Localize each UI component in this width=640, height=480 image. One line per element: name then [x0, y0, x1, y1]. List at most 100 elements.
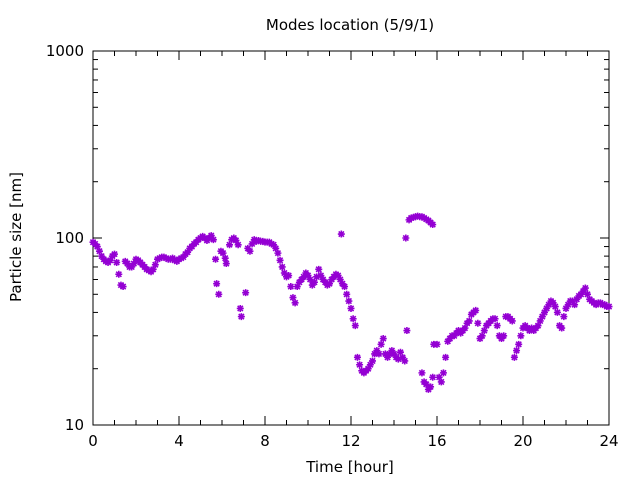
data-point: [246, 247, 254, 255]
data-point: [315, 265, 323, 273]
data-point: [278, 263, 286, 271]
data-point: [396, 348, 404, 356]
data-point: [252, 237, 260, 245]
data-point: [534, 322, 542, 330]
data-point: [130, 260, 138, 268]
data-point: [439, 369, 447, 377]
data-point: [474, 319, 482, 327]
data-point: [379, 335, 387, 343]
data-point: [500, 332, 508, 340]
data-point: [386, 350, 394, 358]
x-tick-label: 4: [174, 432, 184, 450]
data-points: [89, 212, 613, 393]
data-point: [364, 365, 372, 373]
data-point: [213, 280, 221, 288]
data-point: [248, 240, 256, 248]
data-point: [571, 301, 579, 309]
data-point: [212, 255, 220, 263]
y-tick-label: 10: [65, 416, 84, 434]
data-point: [93, 243, 101, 251]
x-tick-label: 24: [599, 432, 618, 450]
data-point: [369, 357, 376, 365]
data-point: [584, 290, 591, 298]
data-point: [293, 283, 301, 291]
data-point: [349, 315, 357, 323]
data-point: [402, 234, 410, 242]
data-point: [558, 324, 566, 332]
data-point: [215, 290, 223, 298]
data-point: [289, 294, 297, 302]
data-point: [461, 324, 469, 332]
data-point: [255, 236, 263, 244]
data-point: [280, 269, 288, 277]
data-point: [285, 272, 293, 280]
data-point: [306, 275, 314, 283]
x-tick-label: 12: [341, 432, 360, 450]
data-point: [267, 240, 275, 248]
data-point: [313, 273, 321, 281]
data-point: [337, 230, 345, 238]
data-point: [513, 347, 521, 355]
data-point: [291, 299, 299, 307]
data-point: [151, 261, 159, 269]
x-tick-label: 16: [427, 432, 446, 450]
data-point: [401, 357, 409, 365]
data-point: [270, 241, 278, 249]
data-point: [399, 353, 407, 361]
data-point: [232, 236, 240, 244]
data-point: [222, 260, 230, 268]
data-point: [366, 361, 374, 369]
data-point: [562, 304, 570, 312]
data-point: [345, 297, 353, 305]
y-tick-label: 1000: [46, 42, 84, 60]
data-point: [577, 290, 585, 298]
data-point: [287, 283, 295, 291]
data-point: [435, 373, 443, 381]
data-point: [373, 347, 381, 355]
data-point: [375, 350, 383, 358]
data-point: [219, 249, 227, 257]
data-point: [491, 315, 499, 323]
data-point: [418, 369, 426, 377]
data-point: [209, 236, 217, 244]
data-point: [276, 256, 284, 264]
data-point: [381, 350, 389, 358]
x-tick-label: 20: [513, 432, 532, 450]
data-point: [517, 332, 525, 340]
data-point: [326, 280, 333, 288]
axis-ticks: 0 4 8 12 16 20 24 10 100 1000: [46, 42, 619, 450]
data-point: [515, 340, 523, 348]
x-tick-label: 8: [260, 432, 270, 450]
data-point: [536, 317, 544, 325]
data-point: [508, 317, 516, 325]
y-axis-label: Particle size [nm]: [7, 172, 25, 302]
data-point: [472, 306, 480, 314]
data-point: [427, 383, 435, 391]
data-point: [341, 283, 349, 291]
x-axis-label: Time [hour]: [305, 458, 394, 476]
data-point: [388, 347, 396, 355]
data-point: [480, 327, 488, 335]
data-point: [259, 237, 267, 245]
data-point: [560, 313, 568, 321]
data-point: [433, 340, 441, 348]
data-point: [149, 265, 157, 273]
data-point: [442, 353, 450, 361]
data-point: [377, 340, 385, 348]
data-point: [336, 275, 344, 283]
data-point: [545, 301, 553, 309]
data-point: [111, 250, 118, 258]
data-point: [605, 303, 613, 311]
data-point: [310, 278, 318, 286]
data-point: [390, 350, 398, 358]
chart-title: Modes location (5/9/1): [266, 16, 434, 34]
data-point: [371, 350, 379, 358]
data-point: [384, 353, 392, 361]
data-point: [437, 378, 445, 386]
data-point: [106, 256, 114, 264]
data-point: [510, 353, 518, 361]
data-point: [343, 290, 351, 298]
data-point: [356, 361, 364, 369]
data-point: [581, 284, 589, 292]
